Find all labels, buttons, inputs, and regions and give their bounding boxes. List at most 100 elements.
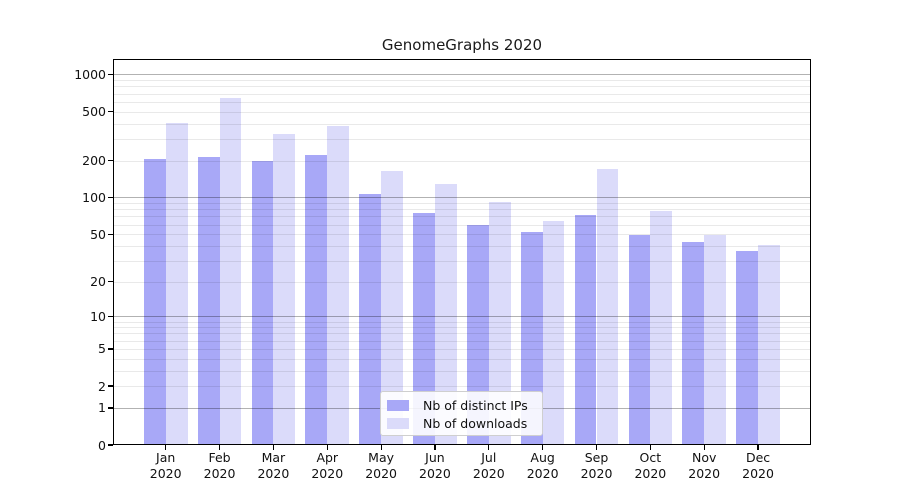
minor-gridline (113, 93, 811, 95)
minor-gridline (113, 203, 811, 205)
minor-gridline (113, 216, 811, 218)
x-tick-mark (272, 445, 275, 450)
plot-area (113, 59, 811, 445)
x-tick-month: Jan (156, 450, 176, 465)
bar-ips-mar (251, 161, 274, 445)
minor-gridline (113, 224, 811, 226)
y-tick-mark (108, 315, 113, 318)
minor-gridline (113, 123, 811, 125)
bar-downloads-aug (542, 221, 565, 445)
x-tick-label: Dec 2020 (728, 450, 788, 481)
minor-gridline (113, 340, 811, 342)
x-tick-year: 2020 (149, 465, 182, 481)
y-tick-mark (108, 196, 113, 199)
x-tick-mark (595, 445, 598, 450)
minor-gridline (113, 80, 811, 82)
bar-downloads-mar (273, 133, 296, 445)
y-tick-label: 10 (90, 308, 106, 324)
x-tick-month: Feb (208, 450, 231, 465)
x-tick-year: 2020 (365, 465, 397, 481)
bar-downloads-sep (596, 168, 619, 445)
minor-gridline (113, 321, 811, 323)
x-tick-year: 2020 (257, 465, 290, 481)
x-tick-month: Sep (584, 450, 609, 465)
minor-gridline (113, 245, 811, 247)
minor-gridline (113, 86, 811, 88)
minor-gridline (113, 358, 811, 360)
bar-ips-apr (305, 154, 328, 445)
y-tick-label: 0 (98, 437, 106, 453)
bar-downloads-feb (219, 98, 242, 445)
minor-gridline (113, 111, 811, 113)
x-tick-mark (218, 445, 221, 450)
y-tick-mark (108, 110, 113, 113)
x-tick-mark (380, 445, 382, 450)
bar-ips-dec (736, 251, 759, 445)
bar-ips-nov (682, 242, 705, 445)
legend: Nb of distinct IPs Nb of downloads (380, 391, 543, 436)
y-tick-mark (108, 444, 113, 446)
x-tick-label: Aug 2020 (513, 450, 573, 481)
minor-gridline (113, 160, 811, 162)
x-tick-month: Jun (425, 450, 445, 465)
bar-downloads-jul (488, 201, 511, 445)
x-tick-label: Mar 2020 (243, 450, 303, 481)
legend-label-distinct-ips: Nb of distinct IPs (423, 397, 528, 413)
x-tick-month: Oct (639, 450, 662, 465)
y-tick-label: 500 (82, 104, 106, 120)
x-tick-month: Mar (261, 450, 286, 465)
legend-swatch-downloads-icon (387, 417, 409, 429)
major-gridline (113, 74, 811, 76)
bar-downloads-may (381, 170, 403, 445)
bar-ips-sep (574, 214, 597, 445)
x-tick-month: Aug (530, 450, 555, 465)
x-tick-mark (165, 445, 167, 450)
minor-gridline (113, 234, 811, 236)
bar-downloads-nov (704, 235, 727, 445)
bar-downloads-jun (434, 184, 457, 445)
y-tick-label: 2 (98, 378, 106, 394)
minor-gridline (113, 386, 811, 388)
y-tick-label: 200 (82, 153, 106, 169)
x-tick-month: Nov (691, 450, 717, 465)
x-tick-month: Dec (745, 450, 771, 465)
bar-ips-jul (466, 224, 489, 445)
minor-gridline (113, 138, 811, 140)
x-tick-label: May 2020 (351, 450, 411, 481)
x-tick-mark (542, 445, 544, 450)
y-tick-mark (108, 281, 113, 283)
minor-gridline (113, 260, 811, 262)
y-tick-label: 50 (90, 226, 106, 242)
legend-label-downloads: Nb of downloads (423, 415, 528, 431)
x-tick-mark (649, 445, 652, 450)
x-tick-year: 2020 (526, 465, 559, 481)
major-gridline (113, 316, 811, 318)
legend-item-downloads: Nb of downloads (387, 415, 534, 431)
x-tick-mark (326, 445, 328, 450)
minor-gridline (113, 101, 811, 103)
bar-downloads-oct (650, 211, 673, 445)
bar-downloads-apr (327, 126, 350, 445)
x-tick-year: 2020 (311, 465, 344, 481)
minor-gridline (113, 348, 811, 350)
y-tick-label: 20 (90, 274, 106, 290)
minor-gridline (113, 370, 811, 372)
bar-ips-jan (143, 159, 166, 445)
y-tick-label: 1000 (74, 66, 106, 82)
x-tick-month: Jul (481, 450, 497, 465)
minor-gridline (113, 281, 811, 283)
x-tick-month: May (368, 450, 395, 465)
minor-gridline (113, 327, 811, 329)
bar-ips-jun (413, 212, 435, 445)
x-tick-year: 2020 (203, 465, 236, 481)
x-tick-year: 2020 (580, 465, 613, 481)
x-tick-mark (488, 445, 490, 450)
x-tick-label: Jan 2020 (136, 450, 196, 481)
y-tick-mark (108, 159, 113, 162)
x-tick-year: 2020 (742, 465, 774, 481)
x-tick-mark (703, 445, 705, 450)
minor-gridline (113, 333, 811, 335)
bar-downloads-dec (758, 244, 780, 445)
bar-ips-oct (628, 235, 651, 445)
